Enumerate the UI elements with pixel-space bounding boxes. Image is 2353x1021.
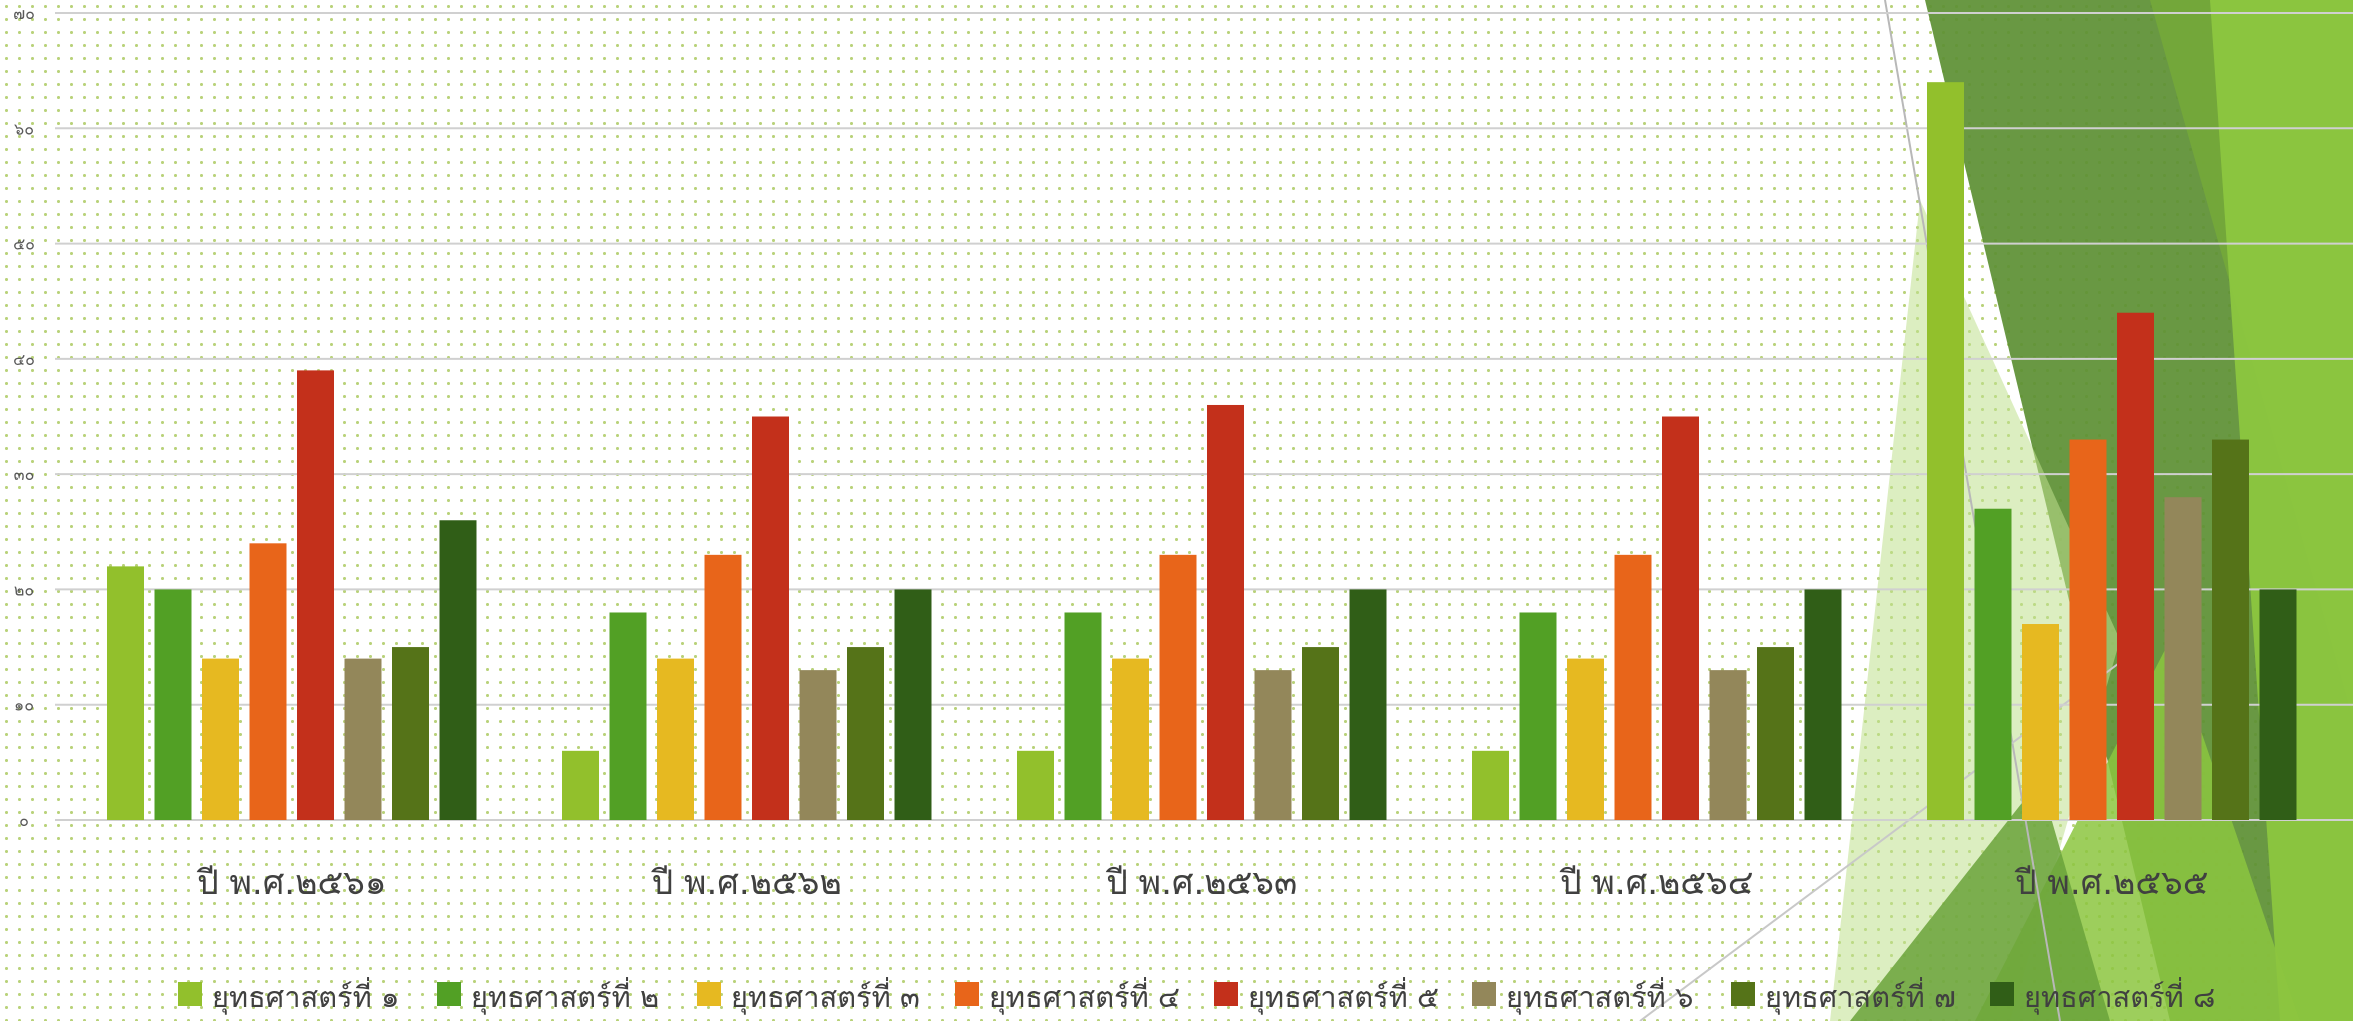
legend-swatch bbox=[1214, 982, 1238, 1006]
y-tick-label: ๖๐ bbox=[14, 119, 34, 138]
bar bbox=[1349, 589, 1387, 820]
bars bbox=[107, 82, 2297, 820]
bar bbox=[1927, 82, 1964, 820]
x-tick-label: ปี พ.ศ.๒๕๖๕ bbox=[2014, 863, 2208, 903]
y-axis: ๐ ๑๐ ๒๐ ๓๐ ๔๐ ๕๐ ๖๐ ๗๐ bbox=[13, 4, 35, 830]
x-tick-label: ปี พ.ศ.๒๕๖๓ bbox=[1106, 863, 1298, 903]
bar bbox=[2117, 312, 2154, 820]
legend-label: ยุทธศาสตร์ที่ ๖ bbox=[1506, 977, 1693, 1015]
bar bbox=[1207, 404, 1244, 820]
bar bbox=[1302, 647, 1339, 820]
x-axis: ปี พ.ศ.๒๕๖๑ ปี พ.ศ.๒๕๖๒ ปี พ.ศ.๒๕๖๓ ปี พ.ศ.… bbox=[196, 863, 2208, 903]
bar bbox=[392, 647, 429, 820]
legend-swatch bbox=[1472, 982, 1496, 1006]
legend-swatch bbox=[1990, 982, 2014, 1006]
y-tick-label: ๑๐ bbox=[14, 696, 34, 715]
x-tick-label: ปี พ.ศ.๒๕๖๑ bbox=[196, 863, 386, 903]
y-tick-label: ๒๐ bbox=[14, 580, 34, 599]
gridlines bbox=[55, 12, 2353, 821]
bar bbox=[1472, 750, 1509, 820]
legend-swatch bbox=[1731, 982, 1755, 1006]
bar bbox=[1804, 589, 1842, 820]
legend-label: ยุทธศาสตร์ที่ ๗ bbox=[1765, 977, 1956, 1015]
bar bbox=[439, 520, 477, 820]
bar bbox=[799, 670, 837, 820]
y-tick-label: ๐ bbox=[19, 811, 29, 830]
bar bbox=[249, 543, 287, 820]
bar bbox=[1112, 658, 1149, 820]
bar bbox=[1017, 750, 1054, 820]
legend-label: ยุทธศาสตร์ที่ ๘ bbox=[2024, 977, 2215, 1015]
bar bbox=[154, 589, 192, 820]
legend-swatch bbox=[437, 982, 461, 1006]
bar bbox=[704, 554, 742, 820]
x-tick-label: ปี พ.ศ.๒๕๖๔ bbox=[1559, 863, 1753, 903]
y-tick-label: ๗๐ bbox=[13, 4, 35, 23]
bar bbox=[1709, 670, 1747, 820]
bar bbox=[894, 589, 932, 820]
legend-label: ยุทธศาสตร์ที่ ๔ bbox=[989, 977, 1180, 1015]
legend-label: ยุทธศาสตร์ที่ ๕ bbox=[1248, 977, 1439, 1015]
y-tick-label: ๕๐ bbox=[13, 235, 35, 254]
bar bbox=[752, 416, 789, 820]
x-tick-label: ปี พ.ศ.๒๕๖๒ bbox=[651, 863, 842, 903]
bar bbox=[657, 658, 694, 820]
bar bbox=[1064, 612, 1102, 820]
bar bbox=[1757, 647, 1794, 820]
bar bbox=[1974, 508, 2012, 820]
bar bbox=[1159, 554, 1197, 820]
y-tick-label: ๓๐ bbox=[14, 465, 35, 484]
bar bbox=[1254, 670, 1292, 820]
legend-label: ยุทธศาสตร์ที่ ๓ bbox=[731, 977, 920, 1015]
bar bbox=[2212, 439, 2249, 820]
bar bbox=[2164, 497, 2202, 820]
bar bbox=[1519, 612, 1557, 820]
y-tick-label: ๔๐ bbox=[13, 350, 35, 369]
bar bbox=[2259, 589, 2297, 820]
bar bbox=[2022, 624, 2059, 820]
bar bbox=[202, 658, 239, 820]
bar bbox=[297, 370, 334, 820]
legend-swatch bbox=[697, 982, 721, 1006]
legend-label: ยุทธศาสตร์ที่ ๒ bbox=[471, 977, 659, 1015]
bar bbox=[1614, 554, 1652, 820]
legend: ยุทธศาสตร์ที่ ๑ ยุทธศาสตร์ที่ ๒ ยุทธศาสตร์… bbox=[178, 977, 2215, 1015]
legend-swatch bbox=[955, 982, 979, 1006]
legend-swatch bbox=[178, 982, 202, 1006]
bar bbox=[2069, 439, 2107, 820]
bar bbox=[609, 612, 647, 820]
legend-label: ยุทธศาสตร์ที่ ๑ bbox=[212, 977, 399, 1015]
bar bbox=[847, 647, 884, 820]
bar bbox=[1662, 416, 1699, 820]
bar bbox=[562, 750, 599, 820]
bar bbox=[344, 658, 382, 820]
bar bbox=[107, 566, 144, 820]
bar bbox=[1567, 658, 1604, 820]
